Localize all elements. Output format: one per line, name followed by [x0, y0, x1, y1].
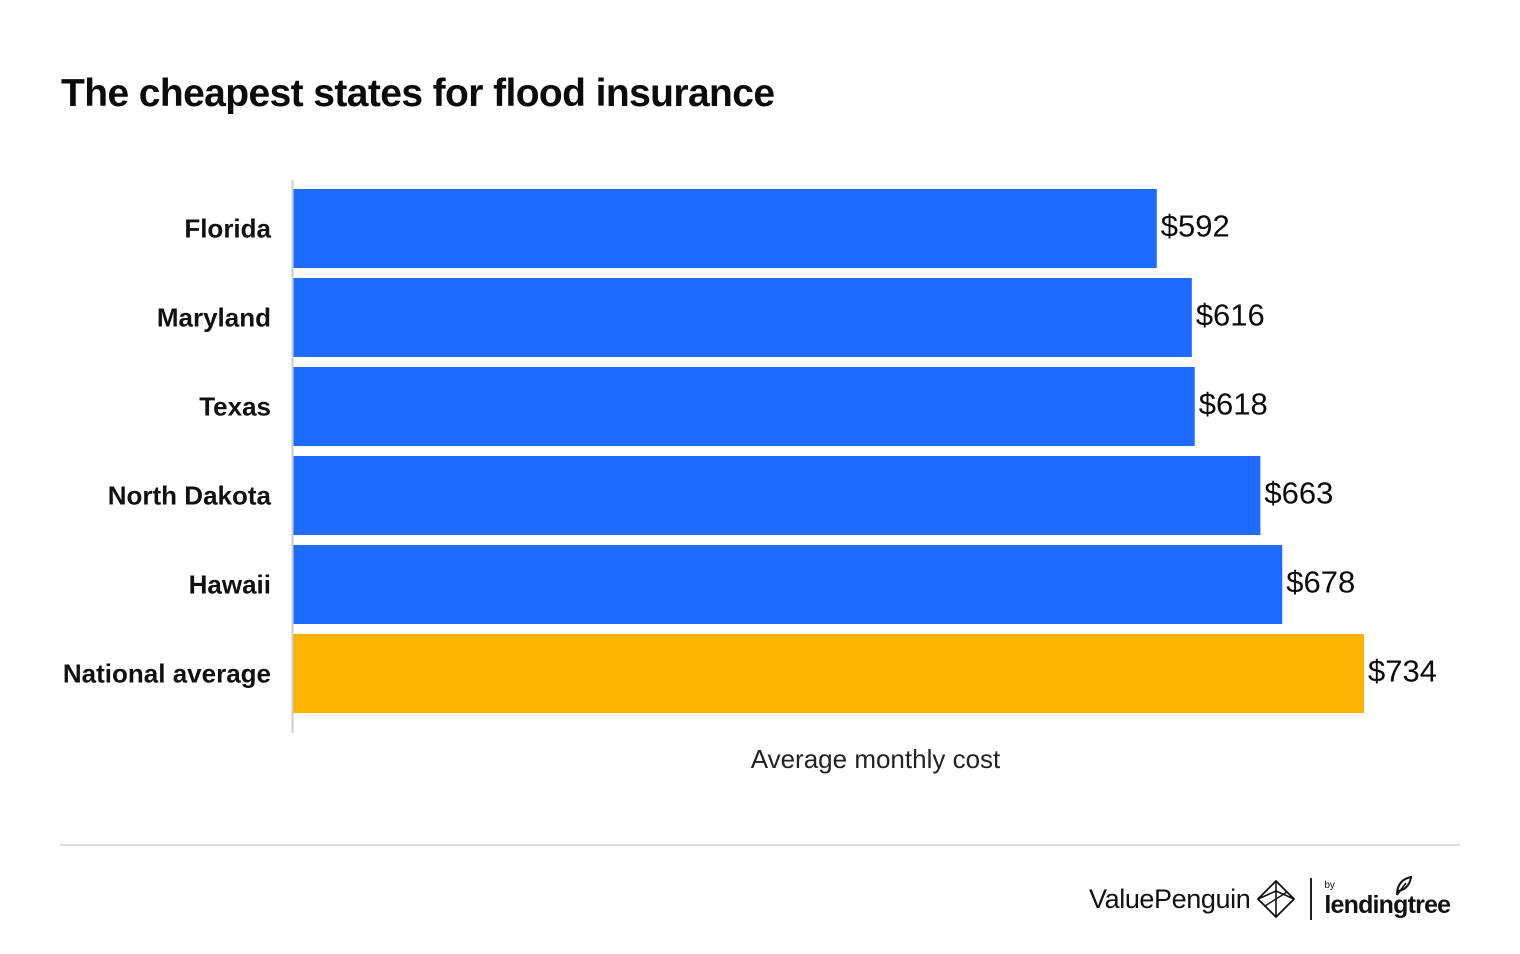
bar-texas	[293, 367, 1195, 446]
category-label-north-dakota: North Dakota	[108, 481, 272, 511]
bar-north-dakota	[293, 456, 1261, 535]
lendingtree-wordmark: lendingtree	[1324, 890, 1451, 919]
value-label-florida: $592	[1161, 209, 1230, 244]
bar-chart: Florida Maryland Texas North Dakota Hawaii Na…	[63, 180, 1437, 774]
bar-florida	[293, 189, 1157, 268]
penguin-mark-icon	[1257, 879, 1296, 919]
bar-hawaii	[293, 545, 1283, 624]
bar-maryland	[293, 278, 1192, 357]
category-label-texas: Texas	[199, 392, 271, 422]
leaf-icon	[1396, 875, 1413, 895]
valuepenguin-wordmark: ValuePenguin	[1089, 883, 1251, 914]
value-label-texas: $618	[1199, 387, 1268, 422]
brand-logo: ValuePenguin by lendingtree	[1089, 872, 1451, 926]
brand-separator	[1310, 878, 1313, 920]
x-axis-title: Average monthly cost	[751, 744, 1001, 774]
brand-by-label: by	[1324, 879, 1335, 891]
chart-title: The cheapest states for flood insurance	[61, 72, 775, 115]
bar-national-average	[293, 634, 1364, 713]
category-label-hawaii: Hawaii	[189, 570, 271, 600]
value-label-national-average: $734	[1368, 654, 1437, 689]
footer-divider	[60, 844, 1460, 846]
category-label-national-average: National average	[63, 659, 271, 689]
value-label-hawaii: $678	[1286, 565, 1355, 600]
category-labels: Florida Maryland Texas North Dakota Hawaii Na…	[63, 214, 272, 689]
bars-group	[293, 189, 1364, 713]
value-label-north-dakota: $663	[1264, 476, 1333, 511]
lendingtree-logo: by lendingtree	[1324, 875, 1451, 919]
category-label-florida: Florida	[184, 214, 271, 244]
value-label-maryland: $616	[1196, 298, 1265, 333]
value-labels: $592 $616 $618 $663 $678 $734	[1161, 209, 1437, 689]
category-label-maryland: Maryland	[157, 303, 271, 333]
